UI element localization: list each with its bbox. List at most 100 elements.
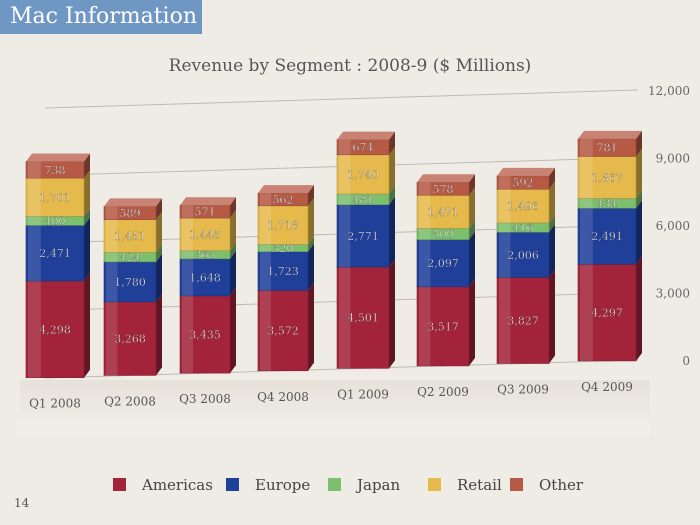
data-label: 2,771 — [347, 230, 379, 243]
data-label: 1,867 — [591, 171, 623, 184]
bar-highlight — [106, 261, 118, 302]
bar-segment — [336, 266, 390, 369]
bar-highlight — [339, 204, 351, 268]
bar-top — [578, 130, 642, 139]
bar-highlight — [182, 218, 193, 251]
bar-segment-side — [389, 146, 395, 194]
bar-segment — [496, 188, 550, 224]
x-axis-labels: Q1 2008 Q2 2008 Q3 2008 Q4 2008 Q1 2009 Q2 20… — [29, 380, 633, 411]
bar-segment-side — [549, 167, 555, 190]
bar-segment-side — [156, 293, 162, 376]
bar-highlight — [499, 277, 511, 364]
bar-top — [180, 197, 236, 206]
bar-segment-side — [549, 214, 555, 233]
bar-segment-side — [156, 198, 162, 220]
data-label: 3,517 — [427, 320, 459, 333]
data-label: 400 — [45, 215, 66, 228]
bar-segment-side — [230, 242, 236, 259]
data-label: 3,827 — [507, 314, 539, 327]
data-label: 1,718 — [267, 219, 299, 232]
y-tick-label: 9,000 — [656, 152, 690, 166]
legend-label: Retail — [457, 476, 502, 494]
bar-highlight — [419, 228, 431, 240]
chart-floor — [20, 380, 650, 435]
bar-segment-side — [308, 197, 314, 245]
bar-segment-side — [230, 287, 236, 374]
bar-highlight — [580, 208, 593, 265]
y-tick-label: 6,000 — [656, 219, 690, 233]
data-label: 738 — [45, 164, 66, 177]
data-label: 4,297 — [591, 307, 623, 320]
bar-segment — [25, 225, 85, 282]
legend-label: Japan — [355, 476, 401, 494]
data-label: 2,471 — [39, 247, 71, 260]
bar-segment-side — [156, 244, 162, 262]
bar-segment-side — [469, 174, 475, 196]
data-label: 592 — [513, 177, 534, 190]
bar-highlight — [580, 198, 593, 209]
data-label: 578 — [433, 183, 454, 196]
legend-label: Europe — [255, 476, 310, 494]
bar-highlight — [499, 222, 511, 233]
bar-segment — [25, 280, 85, 378]
bar-segment-side — [230, 210, 236, 251]
bar-highlight — [260, 251, 271, 291]
bar-segment-side — [156, 211, 162, 253]
data-label: 1,701 — [39, 191, 71, 204]
data-label: 2,006 — [507, 249, 539, 262]
bar-segment-side — [549, 224, 555, 278]
bar-segment — [257, 205, 309, 245]
data-label: 1,471 — [427, 206, 459, 219]
data-label: 4,298 — [39, 323, 71, 336]
data-label: 1,445 — [189, 228, 221, 241]
x-tick-label: Q2 2009 — [417, 385, 469, 399]
bar-segment-side — [636, 130, 642, 157]
slide-title: Mac Information — [0, 0, 202, 34]
data-label: 481 — [353, 193, 374, 206]
bar-highlight — [106, 219, 118, 253]
data-label: 500 — [433, 228, 454, 241]
bar-highlight — [260, 205, 271, 245]
data-label: 562 — [273, 193, 294, 206]
bar-segment-side — [389, 259, 395, 369]
bar-segment-side — [549, 269, 555, 364]
y-tick-label: 3,000 — [656, 287, 690, 301]
bar-highlight — [182, 295, 193, 374]
bar-highlight — [106, 252, 118, 262]
bar-segment-side — [389, 185, 395, 205]
bar-segment-side — [230, 250, 236, 296]
data-label: 4,501 — [347, 312, 379, 325]
data-label: 3,268 — [114, 333, 146, 346]
data-label: 365 — [195, 249, 216, 262]
data-label: 1,740 — [347, 168, 379, 181]
bar-segment-side — [308, 243, 314, 291]
legend-swatch — [510, 478, 523, 491]
legend-label: Other — [539, 476, 584, 494]
bar-highlight — [339, 139, 351, 155]
bar-highlight — [419, 182, 431, 196]
bar-top — [417, 174, 475, 183]
data-label: 434 — [597, 197, 618, 210]
legend-label: Americas — [141, 476, 213, 494]
data-label: 2,097 — [427, 257, 459, 270]
data-label: 320 — [273, 242, 294, 255]
data-label: 424 — [120, 251, 141, 264]
data-label: 1,451 — [114, 230, 146, 243]
bar-top — [26, 153, 90, 162]
bar-highlight — [28, 161, 41, 179]
bar-segment — [577, 156, 637, 199]
data-label: 3,572 — [267, 325, 299, 338]
bar-segment — [103, 301, 157, 376]
bar-highlight — [419, 286, 431, 366]
bar-segment — [577, 207, 637, 265]
data-label: 1,780 — [114, 276, 146, 289]
bar-highlight — [260, 244, 271, 252]
bar-highlight — [580, 138, 593, 157]
bar-segment-side — [84, 153, 90, 179]
bar-segment — [416, 286, 470, 367]
bar-segment-side — [84, 170, 90, 217]
bar-segment — [179, 258, 231, 297]
bar-highlight — [182, 250, 193, 259]
bar-segment-side — [308, 282, 314, 371]
bar-highlight — [580, 264, 593, 361]
